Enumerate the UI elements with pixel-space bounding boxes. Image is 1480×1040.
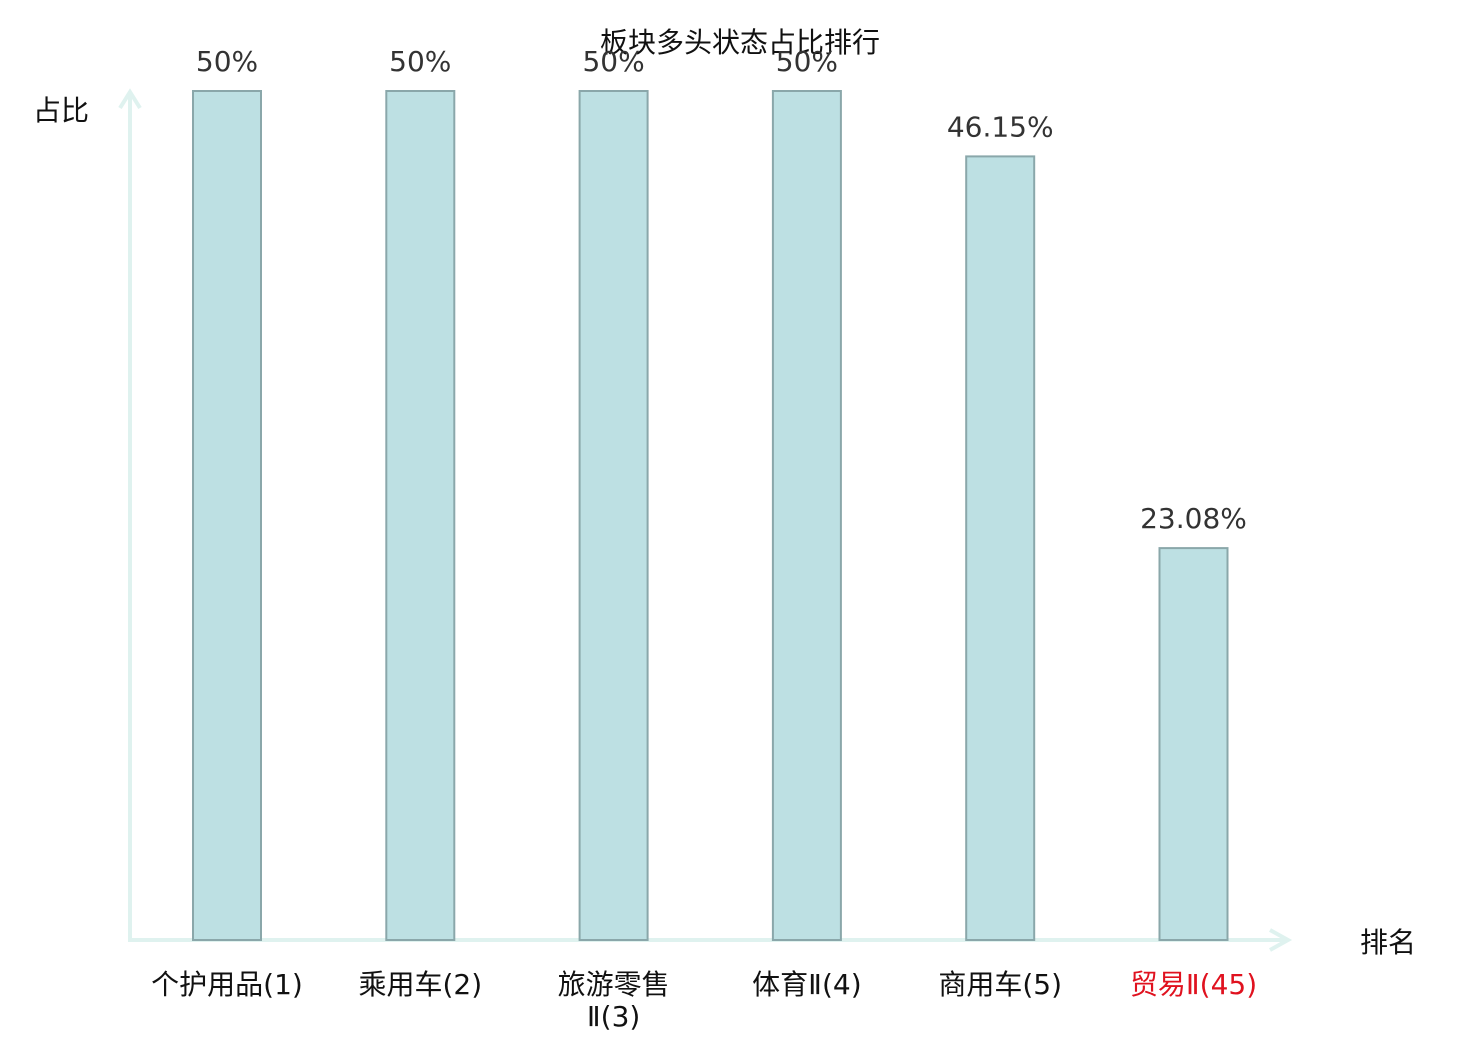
chart-title: 板块多头状态占比排行	[600, 26, 880, 59]
category-tick-label: 乘用车(2)	[358, 968, 482, 1001]
y-axis-arrow	[118, 88, 142, 110]
bar-value-label: 46.15%	[947, 110, 1054, 143]
bar-value-label: 50%	[389, 45, 451, 78]
bar	[385, 90, 456, 941]
bar-value-label: 50%	[776, 45, 838, 78]
x-axis-arrow	[1269, 928, 1293, 952]
category-tick-label: 旅游零售	[558, 968, 670, 1001]
value-labels-group: 50% 50% 50% 50% 46.15% 23.08%	[196, 45, 1247, 535]
category-tick-label: 贸易Ⅱ(45)	[1130, 968, 1257, 1001]
category-tick-label: Ⅱ(3)	[587, 1000, 640, 1033]
bar	[1158, 547, 1229, 941]
x-axis-label: 排名	[1360, 926, 1416, 959]
bar-value-label: 50%	[582, 45, 644, 78]
y-axis: 占比	[33, 88, 142, 940]
bar-value-label: 50%	[196, 45, 258, 78]
bars-group	[192, 90, 1229, 941]
bar	[578, 90, 649, 941]
x-axis: 排名	[128, 926, 1416, 959]
bar	[771, 90, 842, 941]
category-tick-label: 商用车(5)	[938, 968, 1062, 1001]
bar-value-label: 23.08%	[1140, 502, 1247, 535]
bar	[965, 155, 1036, 941]
category-tick-label: 个护用品(1)	[151, 968, 303, 1001]
category-tick-label: 体育Ⅱ(4)	[752, 968, 861, 1001]
y-axis-label: 占比	[33, 94, 89, 127]
bar	[192, 90, 262, 941]
